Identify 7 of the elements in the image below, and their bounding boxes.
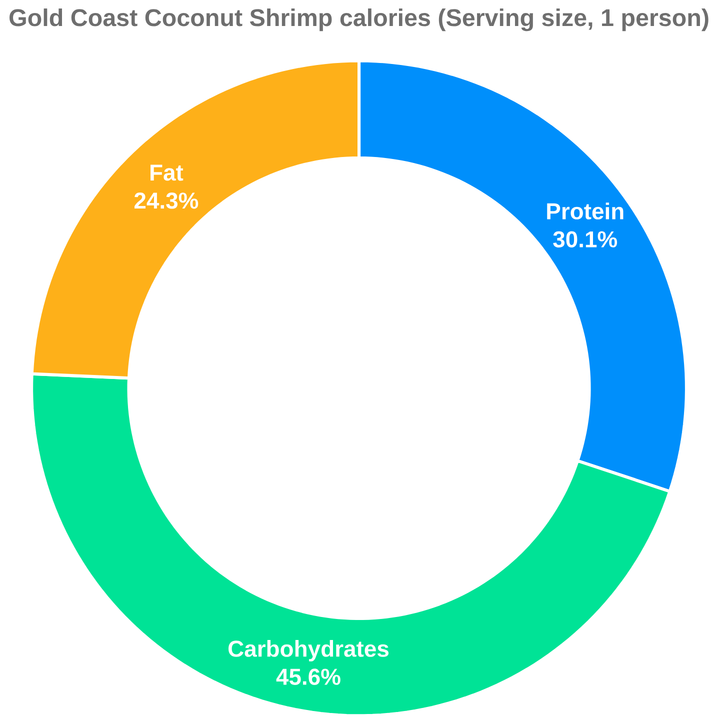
slice-label: Carbohydrates [228,640,389,662]
slice-label: Fat [150,164,184,181]
chart-title: Gold Coast Coconut Shrimp calories (Serving size, 1 person) [10,8,708,32]
data-label: 45.6% [276,668,340,685]
data-label: 24.3% [134,192,198,209]
slice-label: Protein [547,202,624,220]
data-label: 30.1% [553,231,618,248]
